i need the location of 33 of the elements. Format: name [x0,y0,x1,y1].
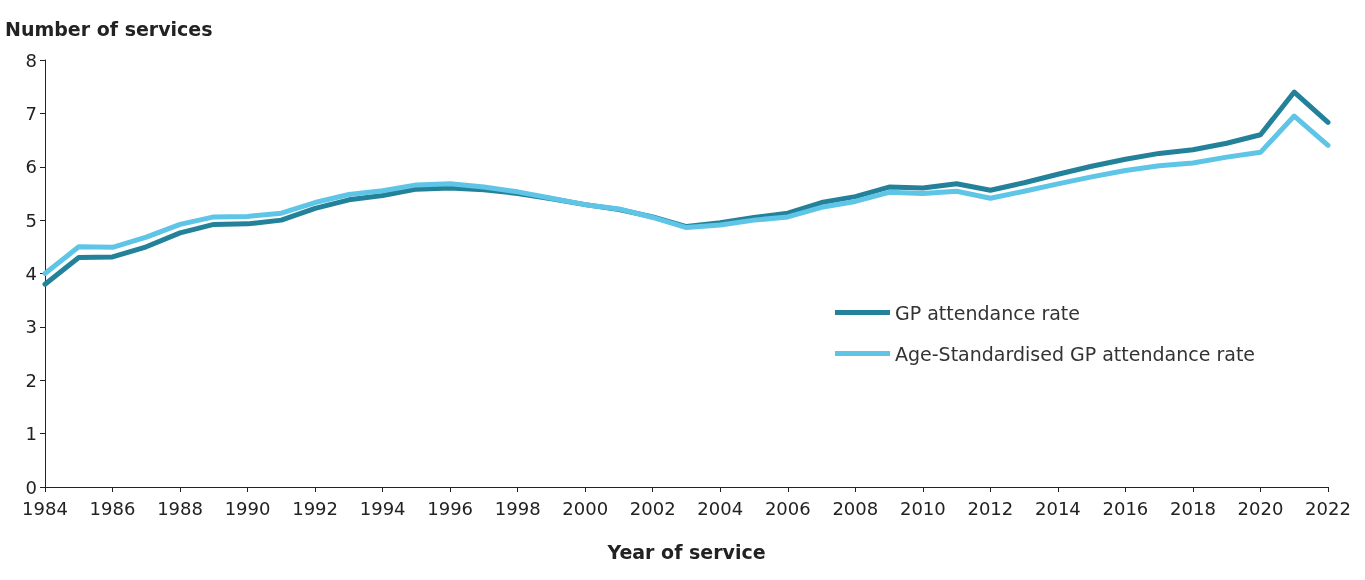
x-tick-label: 1998 [494,497,541,519]
x-tick-label: 2002 [629,497,676,519]
legend-label: Age-Standardised GP attendance rate [895,342,1256,365]
x-tick-label: 2010 [899,497,946,519]
x-axis-title: Year of service [606,540,766,563]
x-tick-label: 1994 [359,497,406,519]
y-tick-label: 6 [25,156,37,178]
x-tick-label: 1992 [292,497,339,519]
y-tick-label: 2 [25,369,37,391]
x-tick-label: 2018 [1170,497,1216,519]
y-tick-label: 7 [25,102,37,124]
y-tick-label: 3 [25,316,37,338]
y-axis-title: Number of services [5,17,213,40]
x-tick-label: 1990 [224,497,271,519]
x-tick-label: 1986 [89,497,136,519]
y-tick-label: 5 [25,209,37,231]
y-tick-label: 4 [25,263,37,284]
y-tick-label: 8 [25,49,37,71]
x-tick-label: 2012 [967,497,1014,519]
x-tick-label: 2016 [1102,497,1149,519]
x-tick-label: 2020 [1237,497,1284,519]
x-tick-label: 1984 [22,497,68,519]
y-tick-label: 0 [25,476,37,498]
x-tick-label: 2006 [764,497,811,519]
x-tick-label: 1996 [427,497,474,519]
x-tick-label: 2000 [562,497,609,519]
x-tick-label: 2022 [1305,497,1351,519]
y-tick-label: 1 [25,423,37,445]
x-tick-label: 2014 [1034,497,1081,519]
legend-label: GP attendance rate [895,301,1081,324]
x-tick-label: 1988 [157,497,203,519]
x-tick-label: 2004 [697,497,744,519]
x-tick-label: 2008 [832,497,879,519]
